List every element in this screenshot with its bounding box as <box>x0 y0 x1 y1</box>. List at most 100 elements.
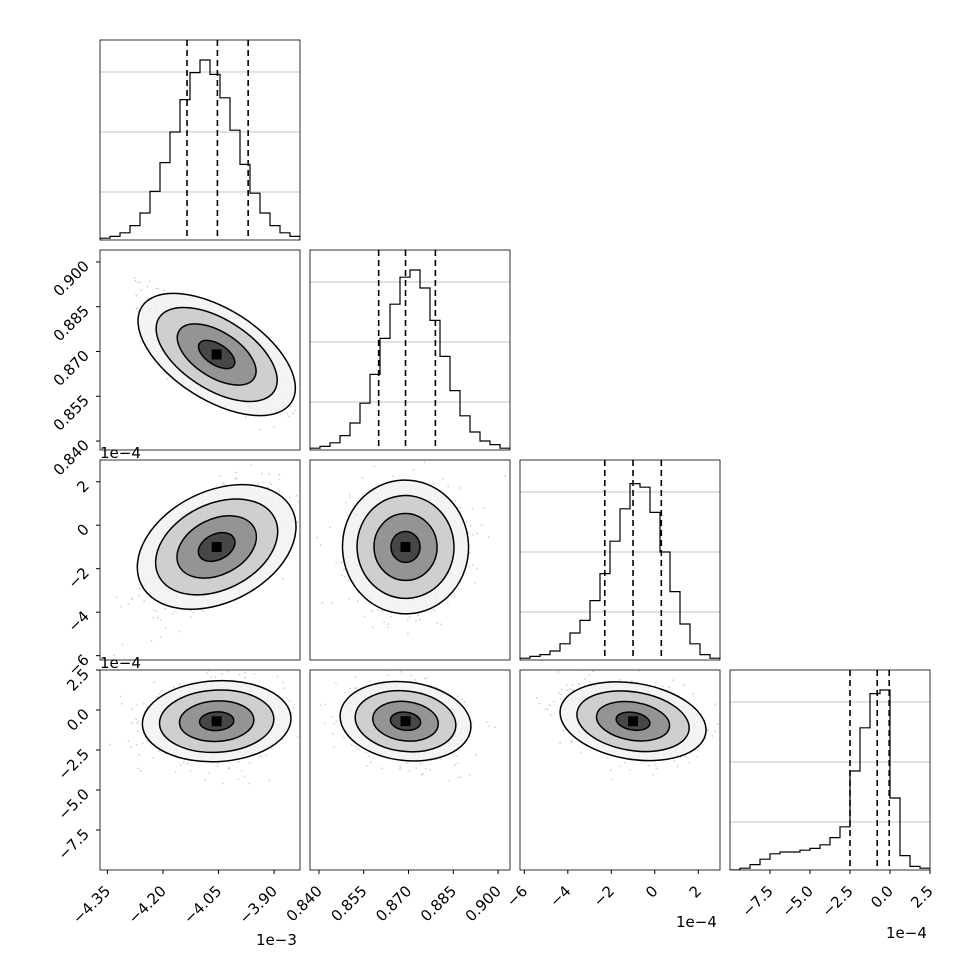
scatter-point <box>330 602 333 604</box>
scatter-point <box>227 670 230 673</box>
scatter-point <box>312 404 314 406</box>
scatter-point <box>121 703 123 705</box>
scatter-point <box>137 767 139 770</box>
scatter-point <box>261 481 264 484</box>
scatter-point <box>488 725 491 727</box>
scatter-point <box>483 506 486 509</box>
scatter-point <box>357 748 360 750</box>
scatter-point <box>557 671 560 673</box>
scatter-point <box>369 761 372 764</box>
scatter-point <box>474 581 477 584</box>
scatter-point <box>268 779 271 782</box>
scatter-point <box>256 482 259 485</box>
scatter-point <box>137 720 140 723</box>
scatter-point <box>465 520 468 523</box>
scatter-point <box>619 765 622 768</box>
scatter-point <box>321 601 324 604</box>
scatter-point <box>439 758 442 760</box>
scatter-point <box>422 773 425 775</box>
scatter-point <box>392 475 395 478</box>
scatter-point <box>629 768 632 771</box>
scatter-point <box>150 639 153 642</box>
scatter-point <box>179 764 182 767</box>
scatter-point <box>373 465 376 468</box>
scatter-point <box>288 700 291 703</box>
scatter-point <box>415 620 417 623</box>
scatter-point <box>119 695 122 698</box>
scatter-point <box>295 494 298 497</box>
scatter-point <box>319 544 322 547</box>
scatter-point <box>237 761 240 764</box>
scatter-point <box>265 754 268 756</box>
scatter-point <box>386 626 389 629</box>
scatter-point <box>318 478 320 480</box>
panel-frame <box>99 39 301 241</box>
scatter-point <box>436 622 438 624</box>
scatter-point <box>485 721 488 723</box>
scatter-point <box>418 618 421 621</box>
scatter-point <box>137 594 140 597</box>
scatter-point <box>120 605 122 608</box>
scatter-point <box>268 473 271 475</box>
scatter-point <box>350 744 353 747</box>
scatter-point <box>347 579 350 582</box>
panel-0-0 <box>99 39 301 241</box>
scatter-point <box>380 610 383 612</box>
scatter-point <box>332 746 335 749</box>
scatter-point <box>426 676 428 679</box>
scatter-point <box>471 507 474 510</box>
scatter-point <box>308 496 310 498</box>
histogram-0 <box>100 59 300 240</box>
scatter-point <box>413 678 416 681</box>
scatter-point <box>468 565 471 568</box>
scatter-point <box>178 682 181 685</box>
density-peak <box>400 716 411 727</box>
scatter-point <box>238 673 241 676</box>
panel-frame <box>99 459 301 661</box>
panel-frame <box>309 249 511 451</box>
panel-frame <box>99 249 301 451</box>
scatter-point <box>142 702 145 705</box>
scatter-point <box>138 753 140 756</box>
scatter-point <box>456 755 459 758</box>
scatter-point <box>661 685 664 688</box>
scatter-point <box>148 280 151 283</box>
scatter-point <box>178 630 181 633</box>
scatter-point <box>343 736 345 739</box>
scatter-point <box>171 612 174 615</box>
panel-frame <box>519 459 721 661</box>
scatter-point <box>323 722 326 725</box>
scatter-point <box>343 575 346 578</box>
scatter-point <box>234 478 237 480</box>
scatter-point <box>535 665 537 667</box>
scatter-point <box>240 769 243 772</box>
scatter-point <box>453 596 456 598</box>
scatter-point <box>387 623 390 626</box>
scatter-point <box>159 618 162 621</box>
scatter-point <box>607 757 609 760</box>
scatter-point <box>127 740 130 743</box>
scatter-point <box>227 767 230 770</box>
scatter-point <box>410 674 413 677</box>
scatter-point <box>136 307 139 310</box>
scatter-point <box>335 561 338 564</box>
scatter-point <box>365 751 368 754</box>
density-peak <box>211 349 222 360</box>
scatter-point <box>584 678 587 680</box>
scatter-point <box>157 616 159 619</box>
scatter-point <box>153 609 155 612</box>
scatter-point <box>270 483 273 486</box>
scatter-point <box>387 674 390 676</box>
scatter-point <box>250 464 253 467</box>
scatter-point <box>222 782 225 785</box>
scatter-point <box>371 609 374 612</box>
scatter-point <box>331 715 334 718</box>
scatter-point <box>305 734 307 736</box>
scatter-point <box>133 277 136 279</box>
scatter-point <box>333 722 336 725</box>
scatter-point <box>544 708 547 710</box>
scatter-point <box>228 767 231 769</box>
scatter-point <box>296 521 299 524</box>
panel-frame <box>309 669 511 871</box>
scatter-point <box>130 597 133 600</box>
